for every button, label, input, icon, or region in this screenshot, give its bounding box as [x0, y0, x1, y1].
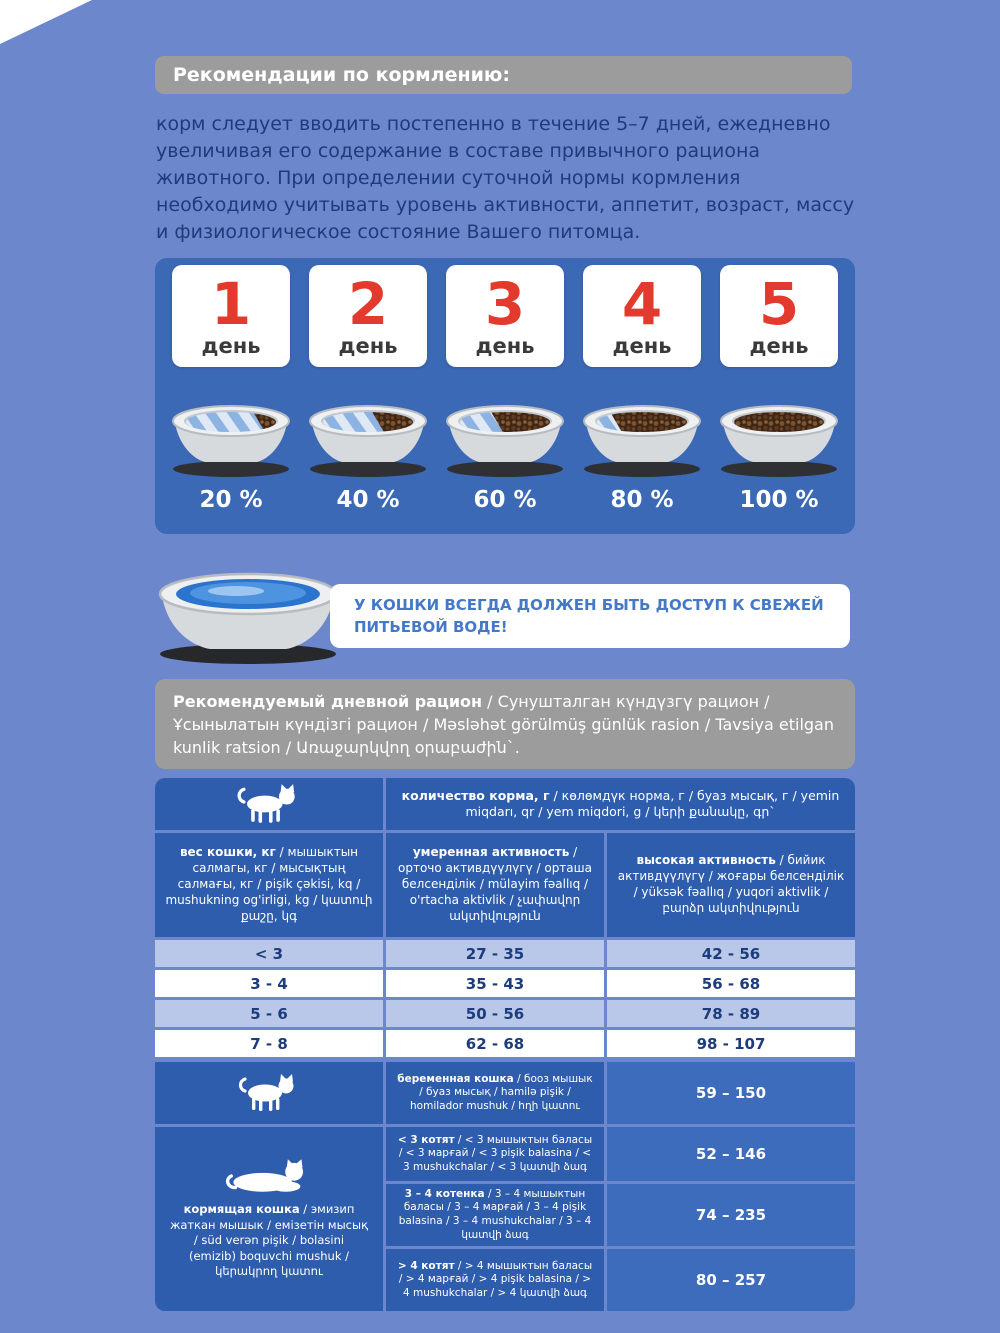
table-cell-weight: 7 - 8: [155, 1030, 383, 1057]
amount-header-bold: количество корма, г: [401, 787, 550, 803]
pregnant-label-rest: / бооз мышык / буаз мысық / hamilə pişik…: [410, 1072, 593, 1112]
ration-header-bold: Рекомендуемый дневной рацион: [173, 692, 483, 711]
kitten-label-rest: / < 3 мышыктын баласы / < 3 марғай / < 3…: [398, 1133, 593, 1173]
kitten-value-cell: 52 – 146: [607, 1127, 855, 1181]
moderate-activity-header-cell: умеренная активность / орточо активдүүлү…: [386, 833, 604, 937]
table-cell-high: 98 - 107: [607, 1030, 855, 1057]
nursing-cat-label-cell: кормящая кошка / эмизип жаткан мышык / е…: [155, 1127, 383, 1311]
kitten-count-label-cell: 3 – 4 котенка / 3 – 4 мышыктын баласы / …: [386, 1184, 604, 1246]
kitten-value-cell: 80 – 257: [607, 1249, 855, 1311]
day-percent: 100 %: [739, 487, 819, 513]
day-label: день: [475, 333, 535, 358]
day-number: 1: [210, 269, 252, 338]
day-label: день: [201, 333, 261, 358]
day-card: 4 день: [583, 265, 701, 367]
table-cell-high: 42 - 56: [607, 940, 855, 967]
pregnant-value-cell: 59 – 150: [607, 1062, 855, 1124]
kitten-label-bold: < 3 котят: [397, 1133, 455, 1146]
day-column: 1 день 20 %: [167, 265, 295, 513]
table-cell-moderate: 35 - 43: [386, 970, 604, 997]
table-cell-moderate: 27 - 35: [386, 940, 604, 967]
nursing-label-rest: / эмизип жаткан мышык / емізетін мысық /…: [169, 1202, 369, 1279]
weight-header-cell: вес кошки, кг / мышыктын салмагы, кг / м…: [155, 833, 383, 937]
cat-standing-icon: [238, 1074, 294, 1111]
day-column: 4 день 80 %: [578, 265, 706, 513]
day-percent: 40 %: [336, 487, 400, 513]
day-card: 2 день: [309, 265, 427, 367]
kitten-label-rest: / 3 – 4 мышыктын баласы / 3 – 4 марғай /…: [398, 1187, 592, 1241]
food-bowl-icon: [583, 405, 701, 477]
weight-header-rest: / мышыктын салмагы, кг / мысықтың салмағ…: [165, 845, 373, 923]
day-number: 4: [621, 269, 663, 338]
kitten-label-rest: / > 4 мышыктын баласы / > 4 марғай / > 4…: [398, 1259, 593, 1299]
day-number: 3: [484, 269, 526, 338]
day-number: 2: [347, 269, 389, 338]
section-title-bar: Рекомендации по кормлению:: [155, 56, 852, 94]
nursing-label-bold: кормящая кошка: [183, 1202, 300, 1217]
day-percent: 20 %: [199, 487, 263, 513]
water-note-bubble: У КОШКИ ВСЕГДА ДОЛЖЕН БЫТЬ ДОСТУП К СВЕЖ…: [330, 584, 850, 648]
food-bowl-icon: [446, 405, 564, 477]
section-title: Рекомендации по кормлению:: [173, 64, 510, 86]
kitten-label-bold: > 4 котят: [397, 1259, 455, 1272]
day-column: 3 день 60 %: [441, 265, 569, 513]
kitten-value-cell: 74 – 235: [607, 1184, 855, 1246]
moderate-header-bold: умеренная активность: [412, 845, 570, 860]
food-bowl-icon: [720, 405, 838, 477]
high-header-rest: / бийик активдүүлүгү / жоғары белсенділі…: [617, 853, 845, 915]
water-bowl-icon: [158, 572, 338, 664]
day-number: 5: [758, 269, 800, 338]
special-conditions-table: беременная кошка / бооз мышык / буаз мыс…: [155, 1062, 855, 1311]
day-label: день: [338, 333, 398, 358]
cat-walking-icon: [237, 784, 295, 823]
high-header-bold: высокая активность: [636, 853, 776, 868]
cat-lying-icon: [225, 1159, 304, 1192]
day-percent: 80 %: [610, 487, 674, 513]
food-bowl-icon: [172, 405, 290, 477]
table-cell-weight: 5 - 6: [155, 1000, 383, 1027]
day-column: 2 день 40 %: [304, 265, 432, 513]
day-label: день: [749, 333, 809, 358]
day-card: 5 день: [720, 265, 838, 367]
page-corner-artifact: [0, 0, 92, 44]
pregnant-cat-icon-cell: [155, 1062, 383, 1124]
pregnant-label-bold: беременная кошка: [397, 1072, 514, 1085]
high-activity-header-cell: высокая активность / бийик активдүүлүгү …: [607, 833, 855, 937]
table-cell-weight: 3 - 4: [155, 970, 383, 997]
ration-header-rest: / Сунушталган күндүзгү рацион / Ұсынылат…: [173, 692, 834, 758]
table-cat-icon-cell: [155, 778, 383, 830]
ration-header-panel: Рекомендуемый дневной рацион / Сунушталг…: [155, 679, 855, 769]
weight-header-bold: вес кошки, кг: [179, 845, 276, 860]
moderate-header-rest: / орточо активдүүлүгү / орташа белсенділ…: [398, 845, 592, 923]
day-card: 1 день: [172, 265, 290, 367]
day-percent: 60 %: [473, 487, 537, 513]
feeding-table: количество корма, г / көлөмдүк норма, г …: [155, 778, 855, 1057]
day-column: 5 день 100 %: [715, 265, 843, 513]
day-card: 3 день: [446, 265, 564, 367]
intro-paragraph: корм следует вводить постепенно в течени…: [156, 113, 855, 243]
amount-header-rest: / көлөмдүк норма, г / буаз мысық, г / ye…: [465, 787, 840, 820]
kitten-count-label-cell: > 4 котят / > 4 мышыктын баласы / > 4 ма…: [386, 1249, 604, 1311]
table-cell-moderate: 62 - 68: [386, 1030, 604, 1057]
amount-header-cell: количество корма, г / көлөмдүк норма, г …: [386, 778, 855, 830]
table-cell-high: 56 - 68: [607, 970, 855, 997]
day-transition-panel: 1 день 20 % 2 день: [155, 258, 855, 534]
table-cell-moderate: 50 - 56: [386, 1000, 604, 1027]
food-bowl-icon: [309, 405, 427, 477]
water-note-text: У КОШКИ ВСЕГДА ДОЛЖЕН БЫТЬ ДОСТУП К СВЕЖ…: [354, 595, 824, 637]
pregnant-cat-label-cell: беременная кошка / бооз мышык / буаз мыс…: [386, 1062, 604, 1124]
kitten-label-bold: 3 – 4 котенка: [404, 1187, 485, 1200]
day-label: день: [612, 333, 672, 358]
table-cell-weight: < 3: [155, 940, 383, 967]
table-cell-high: 78 - 89: [607, 1000, 855, 1027]
kitten-count-label-cell: < 3 котят / < 3 мышыктын баласы / < 3 ма…: [386, 1127, 604, 1181]
